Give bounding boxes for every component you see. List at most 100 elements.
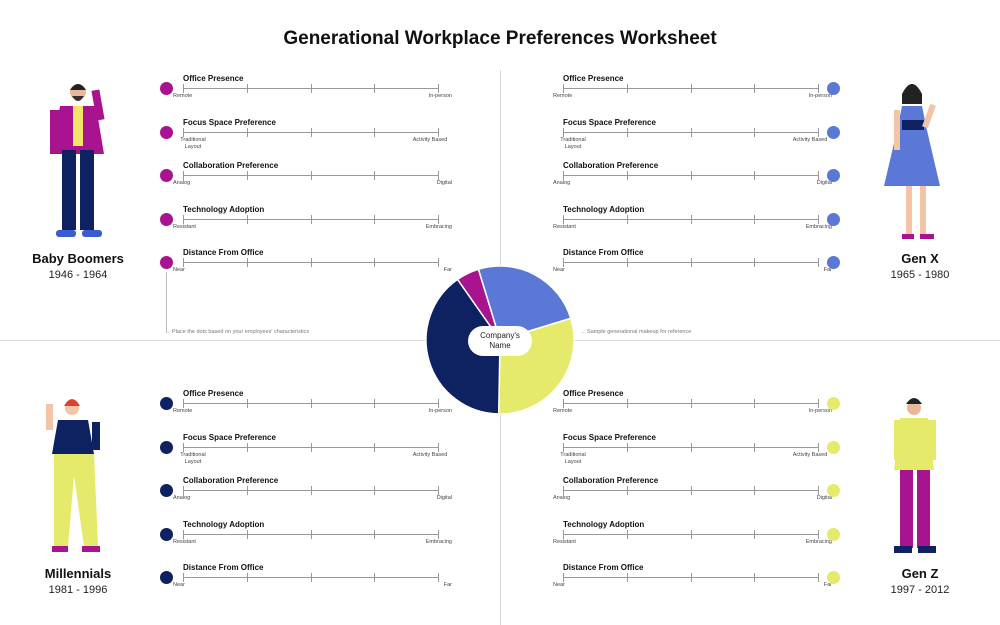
draggable-dot[interactable] — [827, 527, 840, 541]
scale-line[interactable] — [563, 573, 819, 582]
scale-line[interactable] — [183, 399, 439, 408]
scale-line[interactable] — [563, 399, 819, 408]
scale-tick — [818, 529, 819, 539]
scale-tick — [754, 442, 756, 452]
scale-tick — [374, 127, 376, 137]
center-label-bg — [468, 326, 532, 356]
scale-tick — [754, 529, 756, 539]
gen-x-illustration — [884, 84, 940, 239]
draggable-dot[interactable] — [160, 440, 173, 454]
scale-line[interactable] — [563, 214, 819, 224]
scale-row: Focus Space Preference Traditional Layou… — [0, 118, 1000, 158]
draggable-dot[interactable] — [827, 169, 840, 182]
scale-tick — [246, 171, 248, 180]
scale-line[interactable] — [183, 442, 439, 452]
scale-tick — [626, 529, 628, 539]
gen-label-boomers: Baby Boomers 1946 - 1964 — [8, 251, 148, 281]
scale-row: Collaboration Preference Analog Digital — [0, 161, 1000, 201]
gen-label-millennials: Millennials 1981 - 1996 — [8, 566, 148, 596]
draggable-dot[interactable] — [827, 82, 840, 95]
scale-line[interactable] — [183, 258, 439, 267]
scale-right-label: Embracing — [425, 538, 452, 545]
draggable-dot[interactable] — [827, 256, 840, 269]
scale-tick — [246, 399, 248, 408]
generation-name: Millennials — [44, 566, 112, 581]
scale-tick — [690, 573, 692, 582]
scale-title: Distance From Office — [563, 248, 644, 257]
scale-tick — [246, 258, 248, 267]
scale-row: Technology Adoption Resistant Embracing — [0, 520, 1000, 560]
scale-line[interactable] — [563, 442, 819, 452]
scale-right-label: Embracing — [425, 223, 452, 230]
scale-line[interactable] — [563, 258, 819, 267]
scale-row: Office Presence Remote In-person — [0, 389, 1000, 429]
scale-line[interactable] — [183, 127, 439, 137]
arrow-right-icon: → — [580, 329, 588, 335]
scale-right-label: Activity Based — [792, 136, 828, 143]
millennial-illustration — [46, 399, 100, 552]
scale-tick — [563, 529, 564, 539]
scale-line[interactable] — [183, 529, 439, 539]
draggable-dot[interactable] — [827, 212, 840, 226]
scale-tick — [310, 84, 312, 93]
draggable-dot[interactable] — [160, 212, 173, 226]
scale-title: Focus Space Preference — [183, 117, 276, 127]
note-connector — [166, 272, 167, 333]
draggable-dot[interactable] — [160, 484, 173, 497]
scale-line[interactable] — [563, 84, 819, 93]
scale-line[interactable] — [563, 171, 819, 180]
draggable-dot[interactable] — [160, 397, 173, 410]
draggable-dot[interactable] — [160, 256, 173, 269]
scale-line[interactable] — [563, 127, 819, 137]
scale-left-label: Resistant — [553, 223, 576, 230]
scale-tick — [754, 399, 756, 408]
scale-tick — [626, 127, 628, 137]
scale-line[interactable] — [183, 486, 439, 495]
draggable-dot[interactable] — [827, 125, 840, 139]
scale-tick — [374, 399, 376, 408]
draggable-dot[interactable] — [160, 125, 173, 139]
scale-title: Collaboration Preference — [563, 476, 659, 485]
scale-title: Collaboration Preference — [183, 161, 279, 170]
scale-line[interactable] — [183, 573, 439, 582]
scale-tick — [310, 486, 312, 495]
scale-title: Technology Adoption — [183, 204, 265, 214]
scale-right-label: Far — [443, 267, 452, 273]
scale-line[interactable] — [563, 529, 819, 539]
scale-line[interactable] — [183, 214, 439, 224]
scale-title: Distance From Office — [183, 248, 264, 257]
gen-z-illustration — [894, 398, 936, 553]
scale-tick — [626, 258, 628, 267]
scale-tick — [818, 127, 819, 137]
draggable-dot[interactable] — [827, 571, 840, 584]
draggable-dot[interactable] — [827, 440, 840, 454]
scale-tick — [310, 127, 312, 137]
generation-years: 1997 - 2012 — [890, 584, 950, 596]
scale-right-label: Far — [823, 267, 832, 273]
scale-line[interactable] — [183, 171, 439, 180]
scale-left-label: Resistant — [173, 538, 196, 545]
draggable-dot[interactable] — [160, 571, 173, 584]
scale-title: Office Presence — [563, 74, 624, 83]
scale-tick — [246, 573, 248, 582]
scale-tick — [626, 84, 628, 93]
scale-line[interactable] — [563, 486, 819, 495]
gen-label-genz: Gen Z 1997 - 2012 — [850, 566, 990, 596]
scale-right-label: In-person — [428, 408, 452, 414]
draggable-dot[interactable] — [160, 169, 173, 182]
scale-tick — [690, 127, 692, 137]
scale-tick — [183, 84, 184, 93]
scale-tick — [183, 258, 184, 267]
scale-tick — [563, 486, 564, 495]
draggable-dot[interactable] — [827, 484, 840, 497]
scale-row: Distance From Office Near Far — [0, 563, 1000, 603]
scale-line[interactable] — [183, 84, 439, 93]
scale-row: Office Presence Remote In-person — [0, 74, 1000, 114]
scale-tick — [690, 529, 692, 539]
draggable-dot[interactable] — [827, 397, 840, 410]
generation-years: 1946 - 1964 — [48, 269, 108, 281]
scale-tick — [818, 214, 819, 224]
draggable-dot[interactable] — [160, 82, 173, 95]
scale-tick — [438, 214, 439, 224]
draggable-dot[interactable] — [160, 527, 173, 541]
